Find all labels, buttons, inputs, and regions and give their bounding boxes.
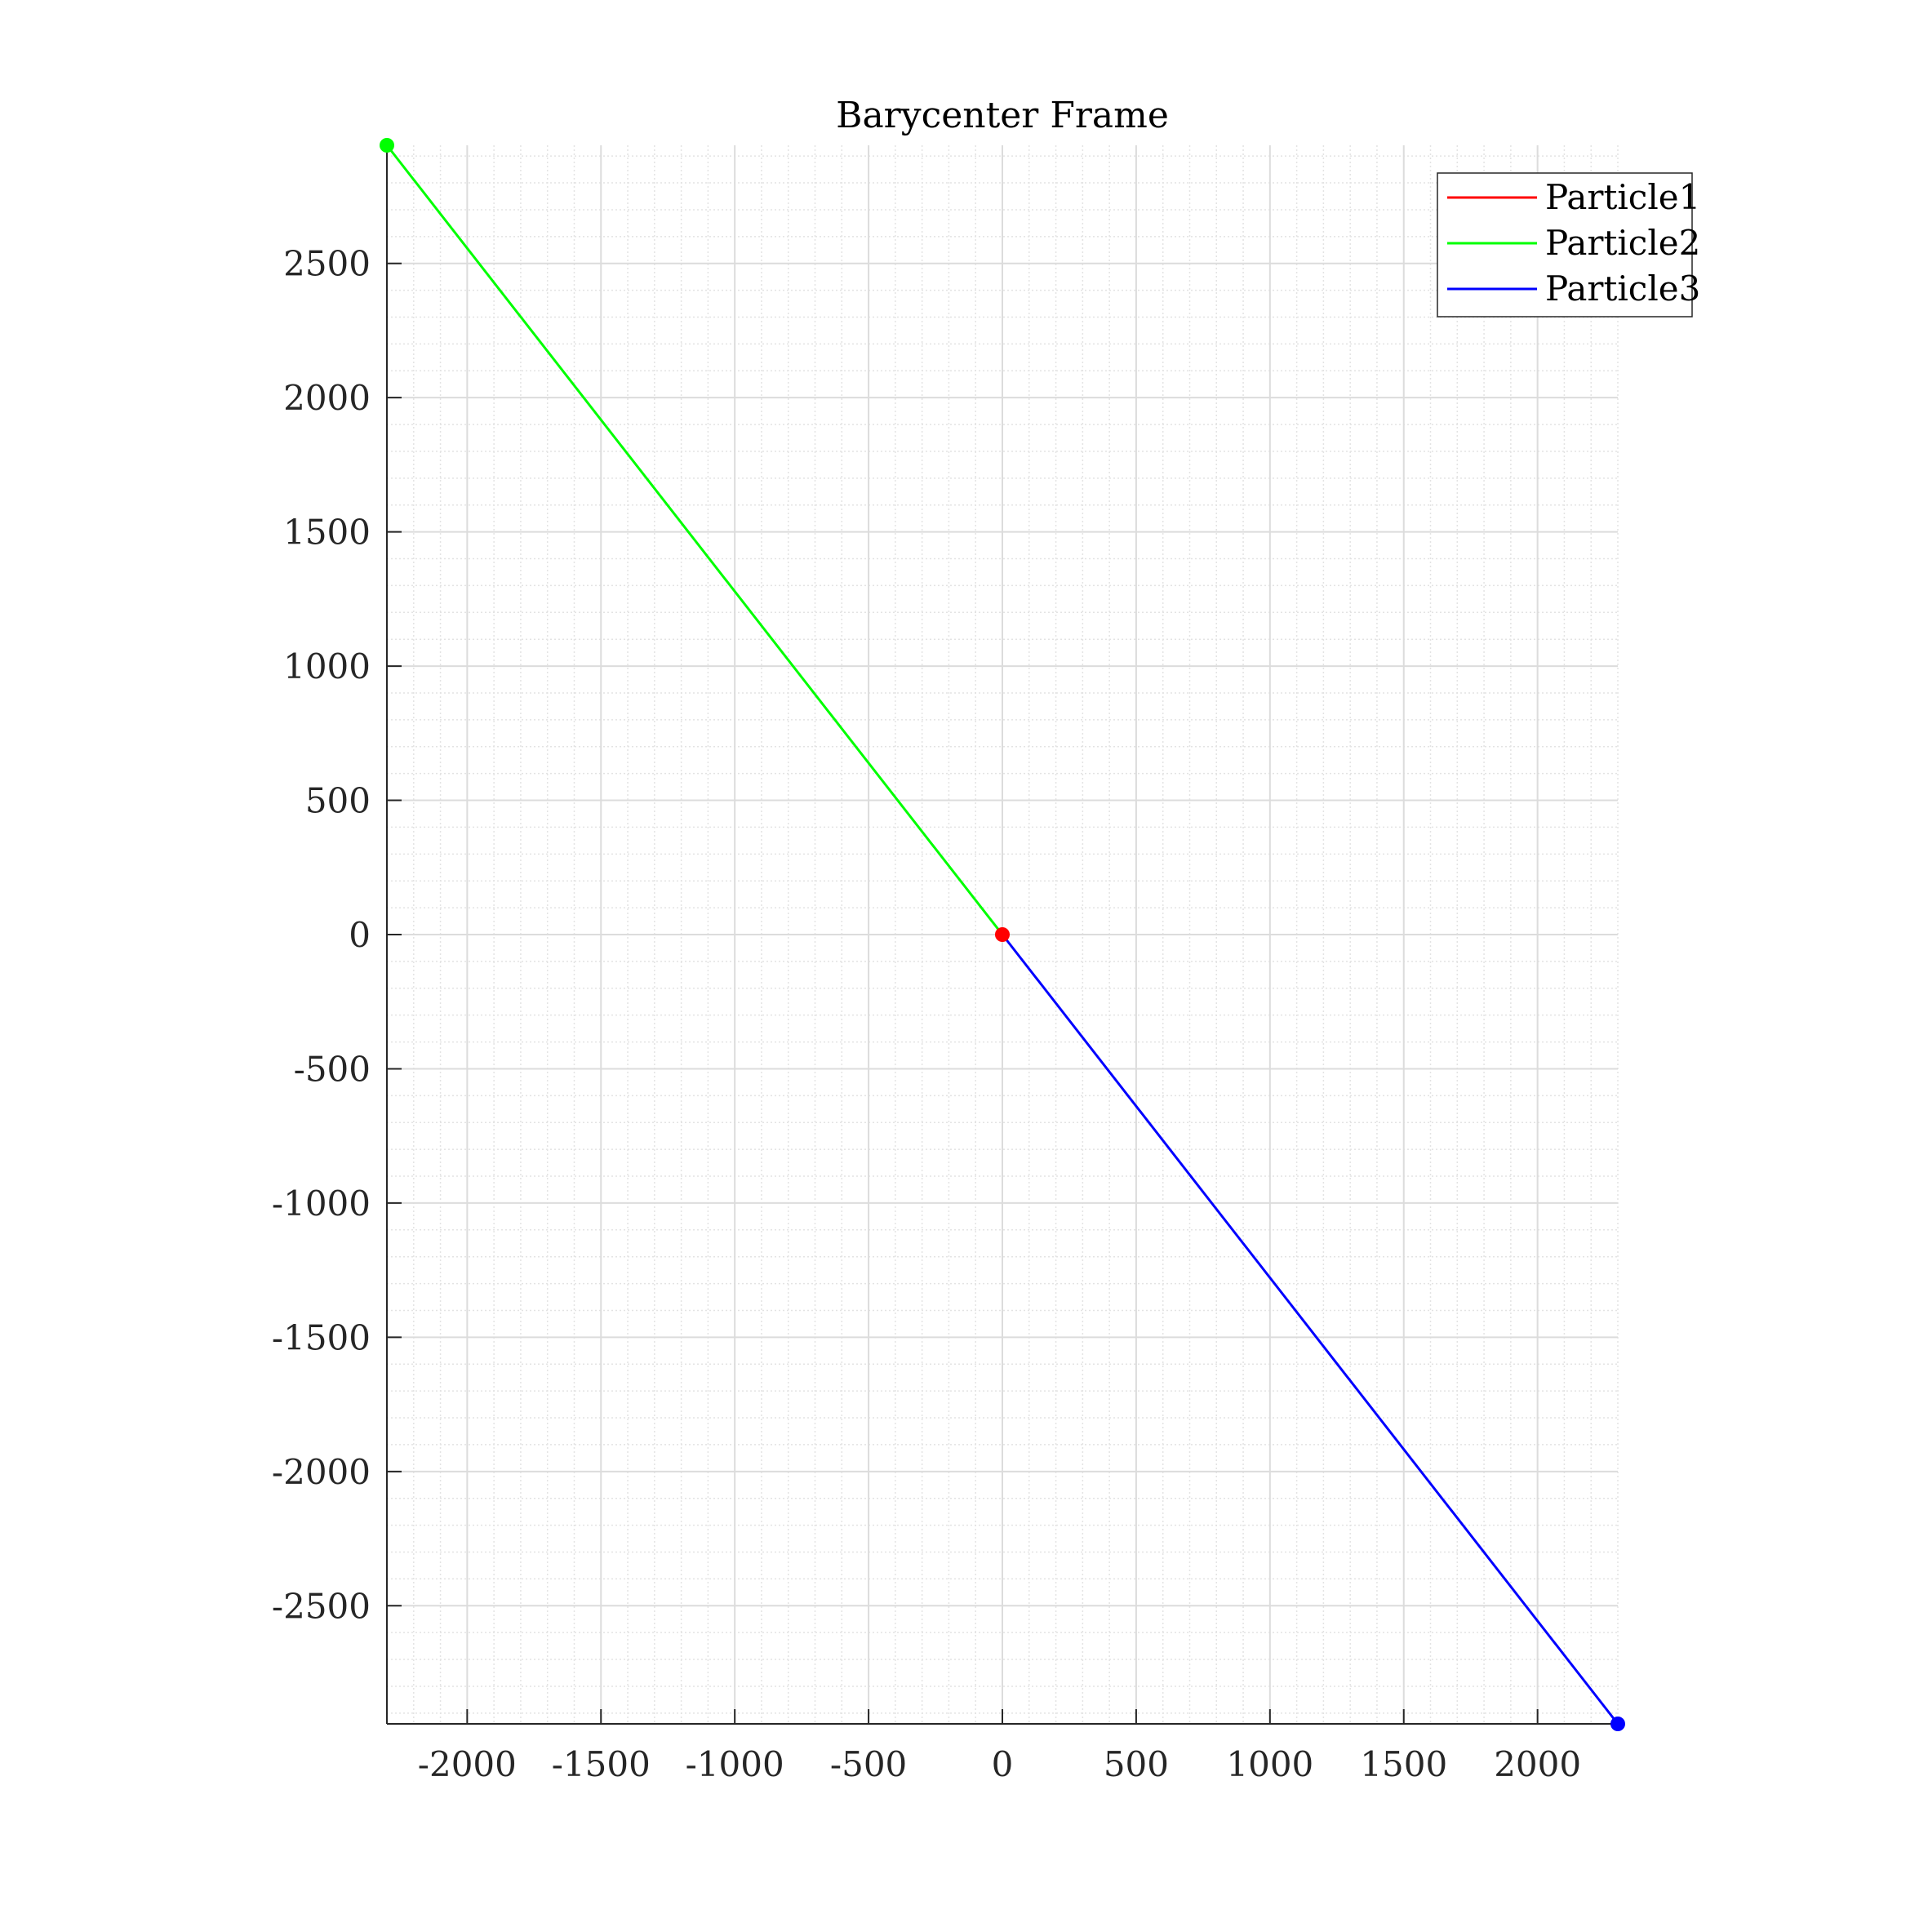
y-tick-label: 0 — [349, 915, 371, 955]
series-marker-particle2 — [380, 138, 394, 153]
chart-title: Barycenter Frame — [836, 95, 1169, 136]
legend[interactable]: Particle1 Particle2 Particle3 — [1437, 172, 1700, 318]
y-tick-label: -500 — [294, 1049, 371, 1089]
x-tick-label: -1500 — [552, 1744, 651, 1784]
x-tick-label: 500 — [1104, 1744, 1169, 1784]
x-tick-label: -1000 — [686, 1744, 784, 1784]
x-tick-label: 0 — [992, 1744, 1014, 1784]
y-tick-label: 2500 — [283, 244, 371, 284]
y-tick-label: 1500 — [283, 513, 371, 553]
y-tick-label: -2500 — [272, 1586, 371, 1626]
legend-label-particle1: Particle1 — [1545, 177, 1700, 217]
tick-labels: -2000 -1500 -1000 -500 0 500 1000 1500 2000 -2500… — [272, 244, 1581, 1784]
y-tick-label: 500 — [305, 781, 371, 821]
axes — [386, 145, 1618, 1725]
y-tick-label: -1500 — [272, 1317, 371, 1357]
y-tick-label: 2000 — [283, 378, 371, 418]
series-line-particle3 — [1001, 934, 1619, 1725]
legend-label-particle3: Particle3 — [1545, 269, 1700, 309]
x-tick-label: -500 — [830, 1744, 907, 1784]
x-tick-label: 1500 — [1360, 1744, 1447, 1784]
x-tick-label: 1000 — [1226, 1744, 1313, 1784]
series-marker-particle1 — [995, 927, 1010, 942]
y-tick-label: -2000 — [272, 1452, 371, 1492]
series-layer — [380, 138, 1625, 1731]
x-tick-label: -2000 — [418, 1744, 517, 1784]
series-line-particle2 — [385, 144, 1004, 935]
x-tick-label: 2000 — [1494, 1744, 1581, 1784]
y-tick-label: 1000 — [283, 646, 371, 686]
series-marker-particle3 — [1610, 1717, 1625, 1731]
y-tick-label: -1000 — [272, 1184, 371, 1224]
legend-label-particle2: Particle2 — [1545, 223, 1700, 263]
